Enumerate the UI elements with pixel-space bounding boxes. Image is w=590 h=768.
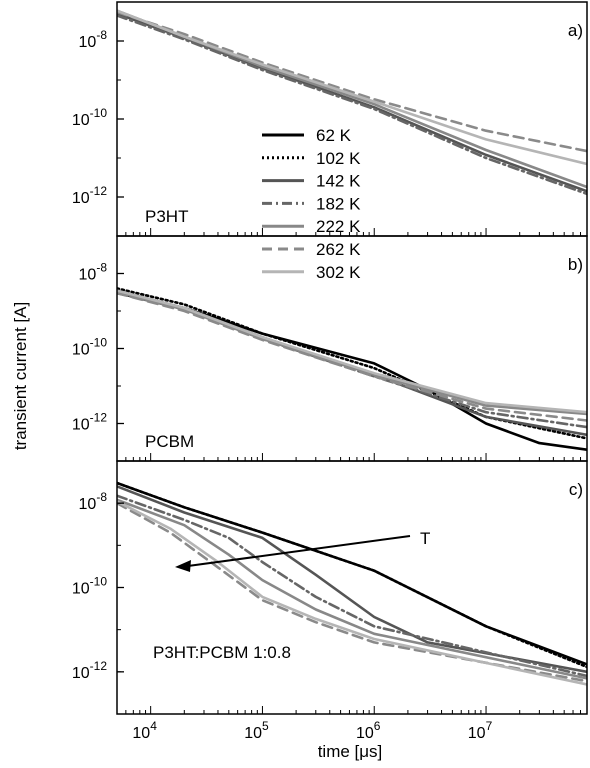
y-tick-label: 10-8 bbox=[79, 28, 108, 51]
x-axis-label: time [μs] bbox=[318, 742, 383, 761]
series-line-182k bbox=[117, 14, 587, 196]
x-tick-label: 105 bbox=[244, 719, 269, 742]
panel-material-label: P3HT:PCBM 1:0.8 bbox=[153, 643, 291, 662]
series-line-102k bbox=[117, 481, 587, 669]
panel-material-label: PCBM bbox=[145, 432, 194, 451]
panel-material-label: P3HT bbox=[145, 207, 188, 226]
y-tick-label: 10-8 bbox=[79, 490, 108, 513]
legend: 62 K 102 K 142 K 182 K 222 K 262 K 302 K bbox=[262, 126, 361, 282]
panel-b bbox=[117, 287, 587, 451]
panel-letter: b) bbox=[568, 255, 583, 274]
legend-label: 262 K bbox=[316, 240, 361, 259]
y-tick-label: 10-10 bbox=[72, 336, 107, 359]
panel-letter: a) bbox=[568, 21, 583, 40]
series-line-262k bbox=[117, 10, 587, 153]
x-tick-label: 104 bbox=[132, 719, 157, 742]
legend-label: 182 K bbox=[316, 194, 361, 213]
legend-label: 302 K bbox=[316, 263, 361, 282]
panel-c bbox=[117, 481, 587, 686]
axes-layer: 10-8 10-10 10-12 a) P3HT 10-8 10-10 10-12 b) PCBM… bbox=[72, 1, 588, 742]
series-line-262k bbox=[117, 291, 587, 422]
legend-label: 102 K bbox=[316, 149, 361, 168]
panel-frame bbox=[116, 460, 588, 715]
y-axis-label: transient current [A] bbox=[11, 302, 30, 450]
y-tick-label: 10-12 bbox=[72, 184, 107, 207]
y-tick-label: 10-10 bbox=[72, 106, 107, 129]
x-tick-label: 107 bbox=[468, 719, 493, 742]
panel-a bbox=[117, 9, 587, 196]
annotation-label: T bbox=[420, 529, 430, 548]
legend-label: 142 K bbox=[316, 172, 361, 191]
y-tick-label: 10-12 bbox=[72, 411, 107, 434]
series-line-62k bbox=[117, 481, 587, 666]
temperature-arrow: T bbox=[175, 529, 430, 572]
series-line-62k bbox=[117, 291, 587, 451]
series-line-142k bbox=[117, 485, 587, 674]
series-line-182k bbox=[117, 291, 587, 429]
legend-label: 62 K bbox=[316, 126, 352, 145]
series-line-142k bbox=[117, 12, 587, 193]
series-line-222k bbox=[117, 498, 587, 680]
panels-layer bbox=[117, 9, 587, 686]
panel-letter: c) bbox=[569, 480, 583, 499]
legend-label: 222 K bbox=[316, 217, 361, 236]
series-line-302k bbox=[117, 9, 587, 166]
y-tick-label: 10-12 bbox=[72, 659, 107, 682]
series-line-182k bbox=[117, 494, 587, 678]
y-tick-label: 10-8 bbox=[79, 261, 108, 284]
series-line-302k bbox=[117, 289, 587, 414]
series-line-262k bbox=[117, 501, 587, 683]
y-tick-label: 10-10 bbox=[72, 575, 107, 598]
x-tick-label: 106 bbox=[356, 719, 381, 742]
series-line-302k bbox=[117, 500, 587, 686]
